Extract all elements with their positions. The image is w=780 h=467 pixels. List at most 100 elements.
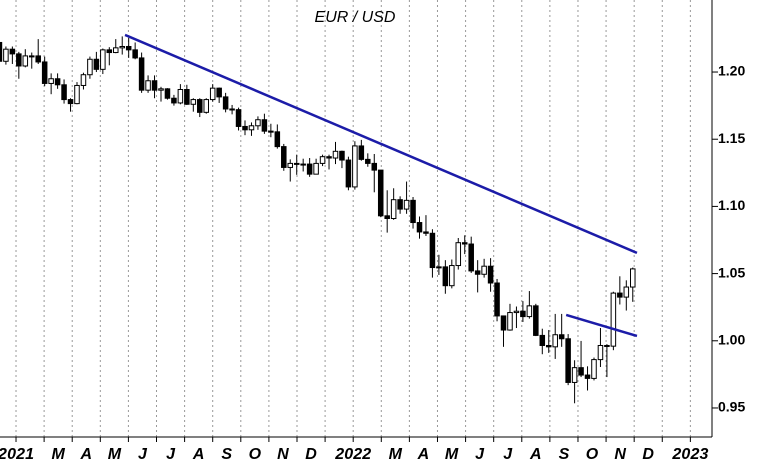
candle-body — [268, 130, 274, 133]
candle-body — [93, 58, 100, 70]
candle-body — [171, 97, 177, 104]
candle-body — [261, 119, 268, 132]
x-tick-label: A — [192, 446, 205, 463]
candle-body — [455, 242, 462, 267]
x-tick-label: M — [108, 446, 122, 463]
candle-body — [28, 55, 35, 58]
candle-body — [384, 215, 390, 220]
candle-body — [352, 145, 358, 188]
x-tick-label: A — [417, 446, 430, 463]
candle-body — [436, 266, 442, 269]
x-tick-label: 2022 — [334, 446, 371, 463]
candle-body — [623, 286, 630, 298]
candle-body — [184, 88, 190, 105]
y-tick-label: 1.05 — [718, 264, 745, 280]
candle-body — [449, 265, 455, 287]
x-tick-label: 2023 — [671, 446, 708, 463]
x-tick-label: N — [614, 446, 626, 463]
candle-body — [300, 163, 306, 166]
x-tick-label: O — [586, 446, 599, 463]
candle-body — [229, 108, 235, 111]
candle-body — [513, 310, 520, 314]
candle-body — [209, 87, 216, 101]
candle-body — [597, 344, 604, 361]
candle-body — [545, 344, 552, 348]
candle-body — [403, 199, 410, 210]
x-tick-label: N — [277, 446, 289, 463]
candle-body — [319, 156, 326, 164]
candle-body — [22, 55, 29, 67]
x-tick-label: D — [642, 446, 654, 463]
candle-body — [520, 310, 526, 318]
candle-body — [630, 268, 636, 288]
candle-body — [539, 334, 546, 346]
candle-body — [526, 305, 533, 318]
axes: 2021MAMJJASOND2022MAMJJASOND20230.951.00… — [0, 63, 745, 464]
candle-body — [74, 84, 80, 105]
candle-body — [197, 99, 203, 113]
candle-body — [164, 88, 171, 99]
x-tick-label: J — [475, 446, 485, 463]
candle-body — [158, 88, 164, 91]
candle-body — [332, 150, 339, 159]
chart-title: EUR / USD — [315, 9, 396, 26]
candle-body — [397, 199, 403, 210]
x-tick-label: S — [221, 446, 232, 463]
candle-body — [293, 162, 300, 165]
x-tick-label: J — [503, 446, 513, 463]
candle-body — [100, 49, 106, 70]
candle-body — [190, 99, 197, 105]
x-tick-label: J — [138, 446, 148, 463]
candle-body — [461, 242, 468, 245]
candle-body — [468, 243, 474, 272]
x-tick-label: J — [166, 446, 176, 463]
candle-body — [487, 265, 494, 284]
candle-body — [558, 334, 565, 340]
candle-body — [274, 131, 281, 148]
candle-body — [35, 55, 41, 63]
candle-body — [61, 84, 67, 101]
candle-body — [9, 48, 16, 55]
candle-body — [151, 80, 158, 91]
candle-body — [281, 146, 287, 168]
candle-body — [132, 49, 138, 59]
candle-body — [0, 41, 3, 62]
candle-body — [216, 87, 222, 98]
candle-body — [41, 61, 48, 84]
candle-body — [410, 199, 416, 224]
candle-body — [248, 125, 255, 131]
x-tick-label: M — [51, 446, 65, 463]
candle-body — [306, 163, 313, 175]
x-tick-label: A — [529, 446, 542, 463]
candle-body — [145, 80, 151, 91]
candle-body — [584, 374, 591, 379]
candle-body — [429, 232, 436, 269]
candle-body — [222, 96, 229, 110]
candle-body — [67, 99, 74, 105]
candle-body — [442, 266, 449, 287]
candle-body — [390, 199, 397, 220]
candle-body — [242, 125, 248, 131]
candle-body — [552, 334, 558, 348]
candle-body — [358, 145, 365, 160]
trend-line — [565, 313, 638, 338]
x-tick-label: M — [389, 446, 403, 463]
candle-body — [365, 158, 371, 164]
candle-body — [48, 78, 54, 84]
y-tick-label: 0.95 — [718, 399, 745, 415]
candle-body — [578, 367, 584, 376]
candle-body — [287, 162, 294, 168]
candle-body — [474, 270, 481, 275]
candle-body — [16, 53, 22, 67]
candle-body — [416, 222, 423, 233]
candle-body — [481, 265, 487, 275]
x-tick-label: O — [249, 446, 262, 463]
candle-body — [80, 74, 87, 86]
candle-body — [617, 292, 623, 298]
candle-body — [591, 359, 597, 379]
plot-area — [0, 33, 638, 404]
y-tick-label: 1.15 — [718, 130, 745, 146]
candle-body — [54, 78, 61, 86]
candle-body — [345, 159, 352, 188]
